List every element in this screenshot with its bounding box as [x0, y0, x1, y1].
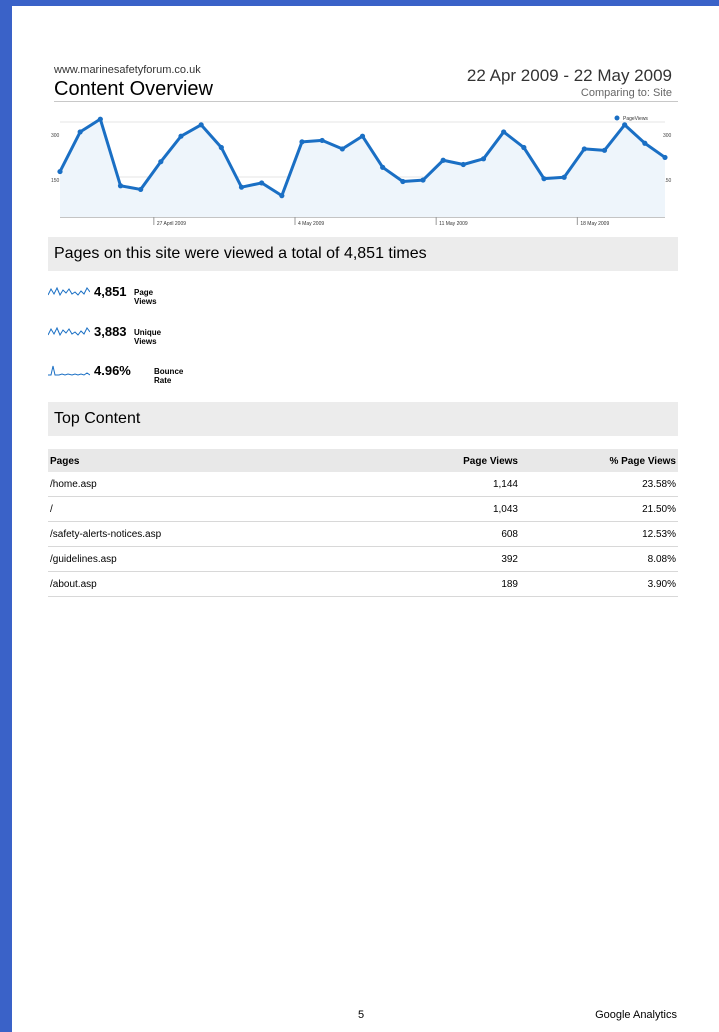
pageviews-chart: PageViews 300 150 300 150 27 April 2009 4… — [48, 110, 678, 239]
series-area — [60, 119, 665, 217]
col-percent-page-views: % Page Views — [609, 456, 676, 467]
legend-label: PageViews — [623, 116, 648, 122]
row-page: /guidelines.asp — [50, 554, 117, 565]
data-point — [319, 137, 325, 144]
x-tick-label: 4 May 2009 — [298, 221, 324, 227]
data-point — [601, 147, 608, 153]
table-row: /guidelines.asp 392 8.08% — [48, 547, 678, 572]
row-page: /safety-alerts-notices.asp — [50, 529, 162, 540]
row-page-views: 608 — [501, 529, 518, 540]
data-point — [178, 133, 184, 139]
table-header: Pages Page Views % Page Views — [48, 449, 678, 472]
row-percent: 21.50% — [642, 504, 676, 515]
y-tick-left-150: 150 — [51, 178, 60, 184]
data-point — [622, 122, 628, 128]
table-row: /home.asp 1,144 23.58% — [48, 472, 678, 497]
data-point — [198, 122, 204, 128]
page-title: Content Overview — [54, 78, 213, 100]
data-point — [299, 139, 305, 145]
row-page: /home.asp — [50, 479, 97, 490]
legend-swatch — [614, 115, 620, 121]
data-point — [460, 161, 466, 168]
data-point — [541, 176, 547, 182]
top-content-banner: Top Content — [48, 402, 678, 436]
row-percent: 3.90% — [647, 579, 676, 590]
chart-svg: PageViews 300 150 300 150 27 April 2009 4… — [51, 115, 672, 227]
data-point — [521, 144, 527, 151]
data-point — [440, 157, 446, 163]
data-point — [138, 186, 144, 193]
bounce-rate-value: 4.96% — [94, 363, 131, 378]
data-point — [581, 146, 587, 152]
chart-marks — [57, 116, 668, 217]
top-content-table: Pages Page Views % Page Views /home.asp … — [48, 449, 678, 597]
data-point — [380, 164, 386, 170]
col-page-views: Page Views — [463, 456, 518, 467]
data-point — [339, 146, 345, 152]
sparkline-icon — [48, 365, 90, 376]
sparkline-icon — [48, 326, 90, 337]
comparing-label: Comparing to: Site — [580, 87, 672, 99]
y-tick-right-300: 300 — [663, 133, 672, 139]
title-divider — [54, 101, 678, 102]
report-page: www.marinesafetyforum.co.uk Content Over… — [12, 6, 719, 1032]
data-point — [57, 168, 63, 175]
data-point — [158, 159, 164, 165]
chart-x-ticks: 27 April 2009 4 May 2009 11 May 2009 18 May… — [153, 217, 609, 227]
row-page: /about.asp — [50, 579, 97, 590]
data-point — [259, 180, 265, 186]
data-point — [97, 116, 103, 122]
row-percent: 23.58% — [642, 479, 676, 490]
y-tick-left-300: 300 — [51, 133, 60, 139]
unique-views-value: 3,883 — [94, 324, 127, 339]
data-point — [218, 144, 224, 151]
sparkline-icon — [48, 286, 90, 297]
data-point — [420, 177, 426, 183]
x-tick-label: 27 April 2009 — [157, 221, 186, 227]
views-banner-text: Pages on this site were viewed a total o… — [54, 245, 427, 262]
x-tick-label: 18 May 2009 — [580, 221, 609, 227]
row-page-views: 189 — [501, 579, 518, 590]
data-point — [279, 193, 285, 199]
x-tick-label: 11 May 2009 — [439, 221, 468, 227]
views-banner: Pages on this site were viewed a total o… — [48, 237, 678, 271]
row-page-views: 1,043 — [492, 504, 518, 515]
data-point — [480, 156, 487, 162]
data-point — [117, 183, 124, 189]
page-views-value: 4,851 — [94, 284, 127, 299]
row-page-views: 1,144 — [492, 479, 518, 490]
data-point — [642, 140, 648, 146]
data-point — [662, 154, 668, 161]
data-point — [238, 184, 245, 190]
data-point — [501, 129, 507, 135]
page-views-label: Page Views — [134, 288, 157, 306]
y-tick-right-150: 150 — [663, 178, 672, 184]
footer-brand: Google Analytics — [595, 1009, 677, 1021]
row-percent: 12.53% — [642, 529, 676, 540]
site-url: www.marinesafetyforum.co.uk — [54, 64, 201, 76]
data-point — [77, 129, 83, 135]
bounce-rate-label: Bounce Rate — [154, 367, 184, 385]
page-number: 5 — [358, 1009, 365, 1021]
date-range: 22 Apr 2009 - 22 May 2009 — [466, 66, 672, 85]
unique-views-label: Unique Views — [134, 328, 162, 346]
table-row: /safety-alerts-notices.asp 608 12.53% — [48, 522, 678, 547]
data-point — [359, 133, 366, 139]
table-row: / 1,043 21.50% — [48, 497, 678, 522]
data-point — [400, 178, 406, 185]
data-point — [561, 174, 567, 180]
row-page-views: 392 — [501, 554, 518, 565]
col-pages: Pages — [50, 456, 80, 467]
row-percent: 8.08% — [647, 554, 676, 565]
top-content-title: Top Content — [54, 410, 141, 427]
table-row: /about.asp 189 3.90% — [48, 572, 678, 597]
row-page: / — [50, 504, 53, 515]
